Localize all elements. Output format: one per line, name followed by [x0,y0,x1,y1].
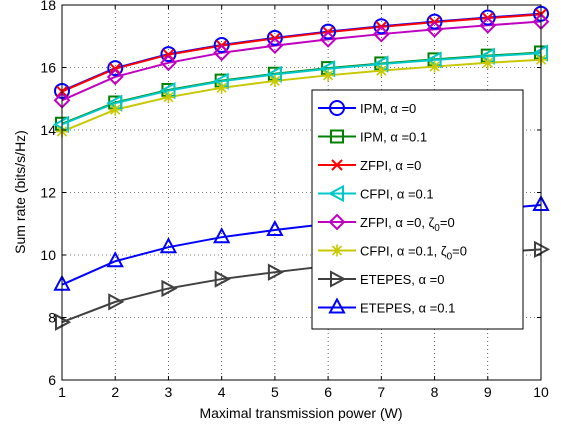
data-point [426,13,443,30]
x-tick-label: 3 [165,384,173,400]
legend-box [311,89,524,330]
y-tick-label: 6 [48,372,56,388]
legend-marker [330,270,347,288]
data-point [479,9,496,26]
y-tick-label: 10 [40,247,56,263]
data-point [214,270,231,288]
y-tick-label: 14 [40,122,56,138]
data-point [107,60,124,77]
data-point [320,23,337,40]
legend-marker [328,297,346,314]
data-point [375,64,388,77]
legend-label: IPM, α =0.1 [360,130,427,145]
x-tick-label: 4 [218,384,226,400]
data-point [322,69,335,82]
x-axis-title: Maximal transmission power (W) [199,405,402,421]
x-tick-label: 7 [377,384,385,400]
x-tick-label: 8 [431,384,439,400]
y-tick-label: 12 [40,185,56,201]
data-point [372,25,390,43]
y-tick-label: 18 [40,0,56,13]
x-tick-label: 5 [271,384,279,400]
legend-label: ETEPES, α =0.1 [360,301,455,316]
y-tick-label: 8 [48,310,56,326]
data-point [481,56,494,69]
data-point [212,227,231,244]
legend-marker [331,244,343,257]
data-point [108,293,125,311]
data-point [268,74,281,87]
x-tick-label: 10 [533,384,549,400]
series-line-5 [61,20,542,102]
data-point [160,54,177,72]
data-point [160,46,177,63]
data-point [267,263,284,281]
data-point [159,237,178,254]
data-point [213,37,230,53]
x-tick-label: 9 [484,384,492,400]
legend-label: CFPI, α =0.1 [360,187,434,202]
data-point [106,68,124,86]
y-tick-label: 16 [40,60,56,76]
data-point [215,81,228,94]
data-point [373,18,390,35]
data-point [428,60,441,73]
legend-label: CFPI, α =0.1, ζ0=0 [360,244,467,263]
legend-marker [328,213,346,231]
x-tick-label: 2 [111,384,119,400]
data-point [162,91,175,104]
legend-label: ETEPES, α =0 [360,272,444,287]
legend-marker [327,184,344,203]
legend-label: ZFPI, α =0 [360,158,421,173]
legend-label: ZFPI, α =0, ζ0=0 [360,215,455,234]
data-point [106,251,124,268]
data-point [319,30,337,48]
series-line-4 [61,52,542,126]
legend-marker [329,100,345,116]
data-point [266,37,284,55]
series-line-3 [61,13,542,93]
data-point [161,279,178,298]
legend-label: IPM, α =0 [360,101,416,116]
series-lines [61,12,542,324]
x-tick-label: 6 [324,384,332,400]
legend: IPM, α =0 IPM, α =0.1 ZFPI, α =0 CFPI, α =0… [311,89,524,330]
axis-ticks [61,4,542,381]
data-point [109,103,122,116]
series-line-6 [61,58,542,133]
data-point [266,219,284,236]
data-point [426,20,443,38]
legend-marker [331,159,343,171]
data-point [266,29,283,46]
y-axis-title: Sum rate (bits/s/Hz) [12,130,28,254]
legend-marker [330,129,344,144]
series-line-1 [61,12,542,92]
x-tick-label: 1 [58,384,66,400]
data-point [479,16,497,34]
data-point [213,44,231,62]
series-markers [52,5,551,331]
